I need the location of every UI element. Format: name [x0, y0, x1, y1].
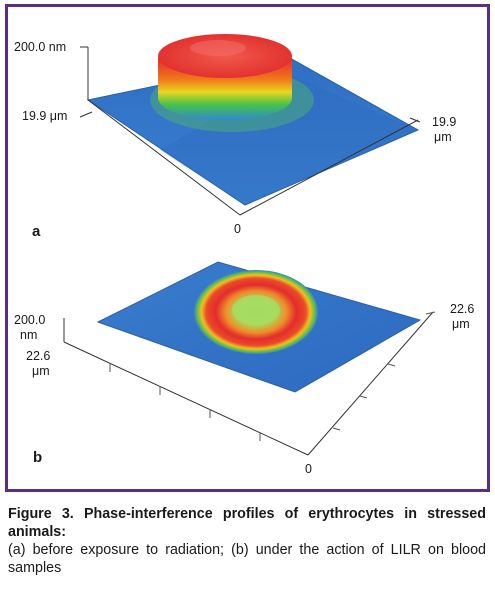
panel-b-z-label-2: nm	[20, 328, 37, 342]
panel-a-x-tick	[409, 117, 421, 123]
panel-b-x-label-2: μm	[452, 317, 470, 331]
panel-a-surface-shade	[160, 75, 418, 205]
panel-a-x-label-1: 19.9	[432, 115, 456, 129]
panel-b-z-label-1: 200.0	[14, 313, 45, 327]
panel-a-x-label-2: μm	[434, 130, 452, 144]
caption-title: Figure 3. Phase-interference profiles of…	[8, 506, 486, 540]
panel-a-y-axis	[87, 99, 241, 216]
panel-a-x-axis	[239, 119, 419, 216]
panel-a-y-tick	[79, 111, 93, 118]
panel-b-y-label-2: μm	[32, 364, 50, 378]
panel-b-x-label-1: 22.6	[450, 302, 474, 316]
panel-a-letter: a	[32, 223, 41, 240]
panel-b-origin-label: 0	[305, 462, 312, 476]
panel-a-cell-highlight	[190, 40, 246, 56]
caption-description: (a) before exposure to radiation; (b) un…	[8, 542, 486, 576]
panel-b-y-label-1: 22.6	[26, 349, 50, 363]
panel-b-x-axis	[307, 311, 434, 456]
panel-b-y-axis	[63, 341, 309, 456]
panel-a-y-label: 19.9 μm	[22, 109, 67, 123]
panel-b: 200.0 nm 22.6 μm 22.6 μm 0 b	[14, 261, 474, 476]
panel-a: 200.0 nm 19.9 μm 19.9 μm 0 a	[14, 34, 456, 240]
panel-b-cell-center	[232, 295, 280, 325]
panel-a-cell-top	[158, 34, 292, 78]
panel-b-ticks	[109, 311, 436, 441]
panel-a-z-label: 200.0 nm	[14, 40, 66, 54]
figure-caption: Figure 3. Phase-interference profiles of…	[8, 505, 486, 577]
panel-b-letter: b	[33, 449, 42, 466]
panel-a-origin-label: 0	[234, 222, 241, 236]
